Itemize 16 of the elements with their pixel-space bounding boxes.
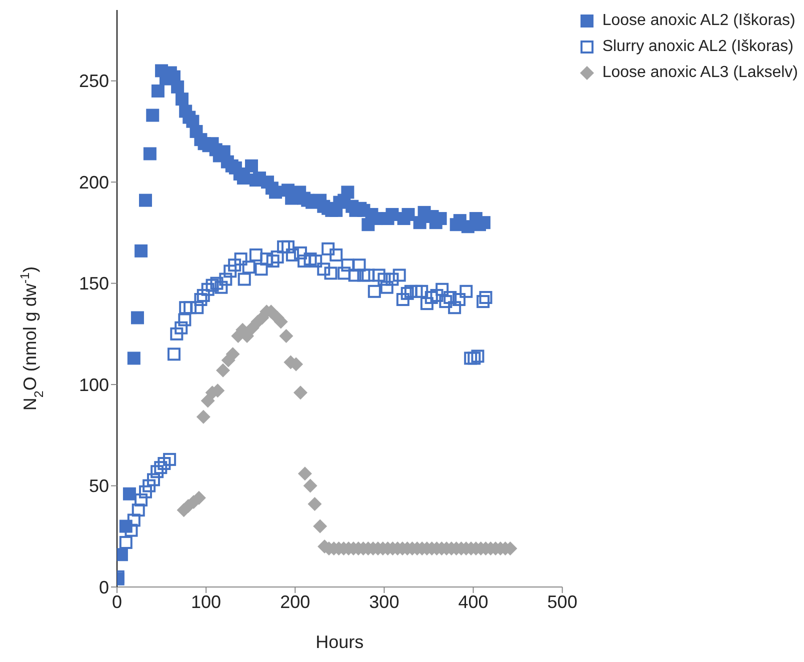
legend-label: Loose anoxic AL2 (Iškoras) bbox=[602, 12, 796, 30]
x-tick-label: 500 bbox=[547, 592, 578, 612]
y-tick-label: 200 bbox=[78, 172, 109, 192]
y-tick-label: 0 bbox=[98, 577, 109, 598]
x-tick-label: 100 bbox=[191, 592, 222, 612]
legend-label: Slurry anoxic AL2 (Iškoras) bbox=[602, 38, 794, 56]
x-tick-label: 200 bbox=[280, 592, 310, 612]
y-tick-label: 100 bbox=[78, 374, 109, 395]
x-tick-label: 0 bbox=[112, 592, 122, 612]
y-tick-label: 150 bbox=[78, 274, 109, 294]
x-tick-label: 400 bbox=[458, 592, 488, 612]
y-tick-label: 50 bbox=[88, 476, 109, 496]
x-tick-label: 300 bbox=[369, 592, 400, 612]
y-tick-label: 250 bbox=[78, 71, 109, 92]
legend-label: Loose anoxic AL3 (Lakselv) bbox=[602, 64, 798, 82]
x-axis-title: Hours bbox=[316, 632, 364, 652]
